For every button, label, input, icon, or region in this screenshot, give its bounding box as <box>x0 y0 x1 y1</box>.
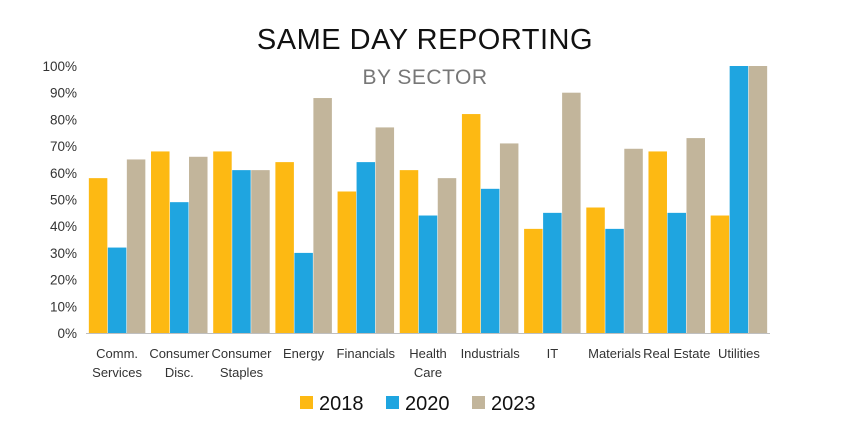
bar-2020 <box>356 162 376 333</box>
bar-2020 <box>232 170 251 333</box>
x-tick-label: Financials <box>337 346 396 361</box>
legend-label: 2023 <box>491 393 536 415</box>
legend-label: 2018 <box>319 393 364 415</box>
legend-label: 2020 <box>405 393 450 415</box>
x-tick-label: Services <box>92 365 142 380</box>
y-tick-label: 100% <box>42 59 77 74</box>
bar-2018 <box>586 207 605 333</box>
bar-2023 <box>313 98 332 333</box>
chart-title: SAME DAY REPORTING <box>257 24 593 56</box>
y-tick-label: 0% <box>57 326 77 341</box>
bar-2020 <box>667 212 686 333</box>
legend-swatch-2023 <box>472 396 485 409</box>
bar-2020 <box>480 188 500 333</box>
bar-2018 <box>275 162 294 333</box>
x-tick-label: Industrials <box>461 346 521 361</box>
bar-2018 <box>399 170 419 333</box>
y-tick-label: 90% <box>50 86 77 101</box>
bar-2023 <box>562 92 581 333</box>
x-tick-label: IT <box>547 346 559 361</box>
bar-2023 <box>686 138 705 333</box>
x-tick-label: Consumer <box>212 346 273 361</box>
bar-2018 <box>88 178 108 333</box>
y-tick-label: 40% <box>50 219 77 234</box>
bar-2018 <box>710 215 730 333</box>
bar-2020 <box>729 66 749 333</box>
bar-2020 <box>605 228 624 333</box>
bar-2018 <box>648 151 667 333</box>
x-tick-label: Energy <box>283 346 325 361</box>
x-tick-label: Health <box>409 346 447 361</box>
bar-2020 <box>107 247 127 333</box>
bar-2023 <box>499 143 519 333</box>
y-tick-label: 80% <box>50 112 77 127</box>
bar-2020 <box>418 215 438 333</box>
chart-subtitle: BY SECTOR <box>362 66 487 89</box>
bars-area <box>88 66 768 333</box>
y-tick-label: 50% <box>50 193 77 208</box>
y-tick-label: 20% <box>50 273 77 288</box>
bar-2020 <box>543 212 562 333</box>
bar-2023 <box>251 170 270 333</box>
y-tick-label: 10% <box>50 299 77 314</box>
y-tick-label: 60% <box>50 166 77 181</box>
x-tick-label: Utilities <box>718 346 760 361</box>
legend-swatch-2018 <box>300 396 313 409</box>
y-axis: 0% 10% 20% 30% 40% 50% 60% 70% 80% 90% 100% <box>42 59 77 341</box>
bar-2023 <box>624 148 643 333</box>
legend-swatch-2020 <box>386 396 399 409</box>
x-axis-labels: Comm. Services Consumer Disc. Consumer Staple… <box>92 346 760 380</box>
y-tick-label: 70% <box>50 139 77 154</box>
bar-2018 <box>524 228 543 333</box>
x-tick-label: Care <box>414 365 442 380</box>
bar-2020 <box>170 202 189 333</box>
bar-2023 <box>748 66 768 333</box>
x-tick-label: Comm. <box>96 346 138 361</box>
bar-2018 <box>151 151 170 333</box>
x-tick-label: Staples <box>220 365 264 380</box>
legend: 2018 2020 2023 <box>300 393 536 415</box>
bar-2018 <box>213 151 232 333</box>
bar-2023 <box>437 178 457 333</box>
bar-2023 <box>126 159 146 333</box>
x-tick-label: Consumer <box>149 346 210 361</box>
bar-2023 <box>189 156 208 333</box>
y-tick-label: 30% <box>50 246 77 261</box>
bar-2023 <box>375 127 395 333</box>
x-tick-label: Materials <box>588 346 641 361</box>
x-tick-label: Disc. <box>165 365 194 380</box>
bar-2018 <box>337 191 357 333</box>
bar-2020 <box>294 252 313 333</box>
bar-2018 <box>461 114 481 333</box>
x-tick-label: Real Estate <box>643 346 710 361</box>
